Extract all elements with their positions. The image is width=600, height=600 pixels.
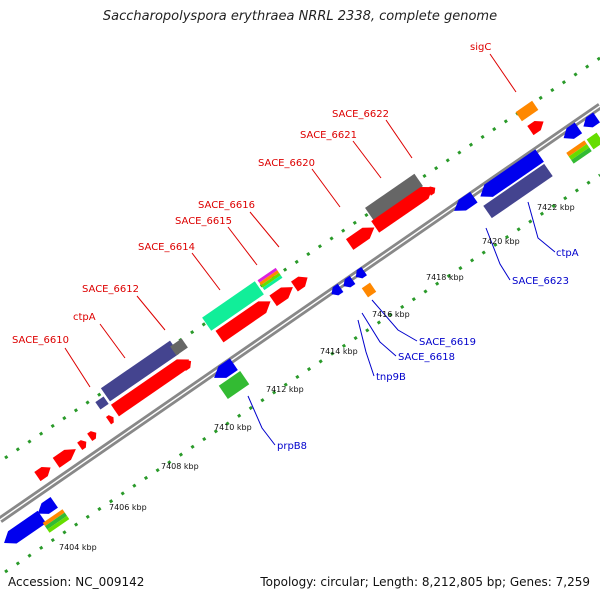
gene-arrow-17[interactable] [426, 184, 437, 196]
gene-arrow-sace6621[interactable] [365, 173, 423, 221]
gene-arrow-26[interactable] [353, 267, 367, 281]
gene-arrow-sigc[interactable] [515, 100, 539, 122]
leader-line-forward [191, 252, 221, 291]
accession-text: Accession: NC_009142 [8, 575, 145, 589]
gene-arrow-prpb8[interactable] [218, 371, 250, 399]
gene-label-reverse[interactable]: SACE_6623 [512, 276, 569, 287]
gene-arrow-24[interactable] [329, 283, 344, 298]
leader-line-reverse [247, 395, 276, 446]
gene-label-forward[interactable]: SACE_6614 [138, 242, 195, 253]
gene-arrow-7[interactable] [110, 354, 193, 417]
scale-label: 7416 kbp [372, 310, 410, 319]
genome-stats-text: Topology: circular; Length: 8,212,805 bp… [260, 575, 590, 589]
gene-arrow-0[interactable] [34, 463, 53, 482]
gene-label-reverse[interactable]: SACE_6618 [398, 352, 455, 363]
leader-line-forward [99, 323, 126, 359]
scale-label: 7404 kbp [59, 543, 97, 552]
gene-arrow-4[interactable] [105, 414, 116, 425]
outer-tick-ring [4, 56, 600, 460]
gene-arrow-1[interactable] [52, 444, 80, 468]
gene-label-forward[interactable]: SACE_6616 [198, 200, 255, 211]
gene-arrow-11[interactable] [215, 296, 275, 343]
gene-arrow-9[interactable] [180, 357, 194, 371]
gene-arrow-sace6619[interactable] [361, 282, 377, 298]
gene-arrow-3[interactable] [87, 429, 99, 441]
gene-arrow-19[interactable] [527, 117, 546, 136]
gene-stack-sace6616[interactable] [257, 267, 283, 291]
gene-arrow-2[interactable] [77, 438, 89, 450]
leader-line-forward [136, 295, 166, 331]
gene-label-reverse[interactable]: SACE_6619 [419, 337, 476, 348]
leader-line-forward [64, 347, 91, 388]
leader-line-forward [249, 211, 280, 248]
leader-line-reverse [485, 227, 511, 281]
gene-arrow-32[interactable] [580, 112, 600, 132]
scale-label: 7412 kbp [266, 385, 304, 394]
gene-label-forward[interactable]: SACE_6615 [175, 216, 232, 227]
gene-stack-reverse-7404[interactable] [42, 509, 70, 533]
leader-line-forward [227, 226, 258, 266]
gene-label-forward[interactable]: SACE_6612 [82, 284, 139, 295]
gene-arrow-31[interactable] [560, 122, 583, 144]
gene-arrow-16[interactable] [371, 181, 437, 233]
scale-label: 7420 kbp [482, 237, 520, 246]
gene-label-forward[interactable]: SACE_6610 [12, 335, 69, 346]
scale-label: 7418 kbp [426, 273, 464, 282]
gene-label-reverse[interactable]: prpB8 [277, 441, 307, 452]
scale-label: 7406 kbp [109, 503, 147, 512]
gene-label-reverse[interactable]: ctpA [556, 248, 579, 259]
leader-line-forward [489, 53, 517, 93]
leader-line-reverse [361, 312, 397, 357]
gene-label-forward[interactable]: SACE_6621 [300, 130, 357, 141]
gene-stack-reverse-7423[interactable] [566, 140, 592, 164]
gene-arrow-33[interactable] [586, 132, 600, 150]
gene-arrow-13[interactable] [291, 273, 311, 292]
gene-arrow-ctpa[interactable] [100, 340, 180, 402]
gene-arrow-21[interactable] [34, 496, 58, 519]
scale-label: 7408 kbp [161, 462, 199, 471]
gene-arrow-28[interactable] [450, 191, 478, 216]
leader-line-reverse [371, 299, 418, 342]
gene-arrow-ctpa-reverse[interactable] [483, 163, 553, 219]
gene-arrow-29[interactable] [476, 149, 544, 202]
leader-line-reverse [527, 201, 556, 253]
gene-arrow-sace6615[interactable] [202, 281, 264, 331]
gene-arrow-20[interactable] [0, 510, 47, 549]
gene-label-forward[interactable]: SACE_6622 [332, 109, 389, 120]
map-title: Saccharopolyspora erythraea NRRL 2338, c… [102, 9, 498, 24]
gene-arrow-14[interactable] [345, 222, 378, 250]
gene-arrow-25[interactable] [341, 275, 356, 290]
scale-label: 7414 kbp [320, 347, 358, 356]
gene-label-forward[interactable]: ctpA [73, 312, 96, 323]
scale-label: 7410 kbp [214, 423, 252, 432]
gene-label-forward[interactable]: sigC [470, 42, 491, 53]
gene-label-forward[interactable]: SACE_6620 [258, 158, 315, 169]
leader-line-forward [311, 168, 341, 208]
gene-arrow-22[interactable] [210, 358, 238, 383]
gene-arrow-8[interactable] [170, 338, 188, 356]
gene-label-reverse[interactable]: tnp9B [376, 372, 406, 383]
gene-arrow-12[interactable] [269, 282, 296, 307]
leader-line-forward [385, 119, 413, 159]
scale-label: 7422 kbp [537, 203, 575, 212]
leader-line-reverse [357, 319, 375, 377]
leader-line-forward [352, 140, 382, 179]
gene-arrow-5[interactable] [95, 396, 109, 410]
inner-tick-ring [4, 173, 600, 574]
